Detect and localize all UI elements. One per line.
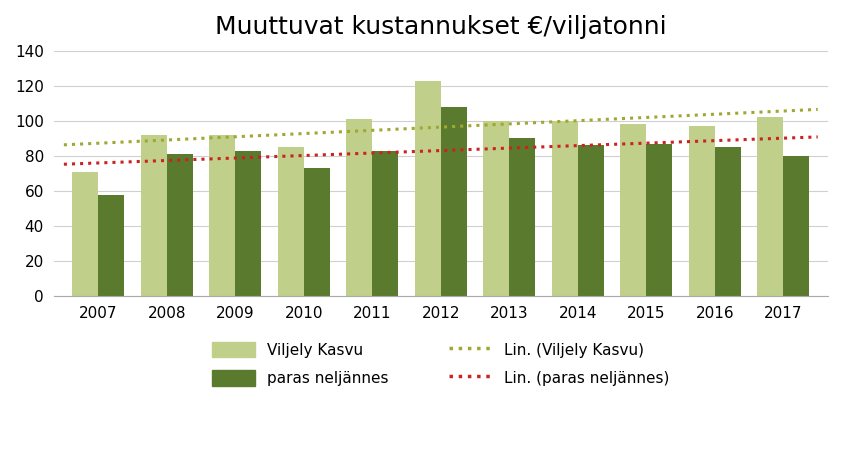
Bar: [235, 151, 261, 296]
Bar: [783, 156, 809, 296]
Bar: [483, 121, 509, 296]
Bar: [552, 121, 577, 296]
Bar: [715, 147, 741, 296]
Bar: [441, 107, 467, 296]
Bar: [303, 168, 330, 296]
Legend: Viljely Kasvu, paras neljännes, Lin. (Viljely Kasvu), Lin. (paras neljännes): Viljely Kasvu, paras neljännes, Lin. (Vi…: [206, 335, 676, 392]
Bar: [509, 138, 535, 296]
Bar: [620, 124, 647, 296]
Bar: [277, 147, 303, 296]
Bar: [346, 119, 373, 296]
Bar: [167, 154, 193, 296]
Bar: [577, 145, 604, 296]
Bar: [98, 194, 124, 296]
Bar: [647, 144, 673, 296]
Bar: [415, 80, 441, 296]
Bar: [757, 117, 783, 296]
Title: Muuttuvat kustannukset €/viljatonni: Muuttuvat kustannukset €/viljatonni: [215, 15, 667, 39]
Bar: [209, 135, 235, 296]
Bar: [689, 126, 715, 296]
Bar: [373, 151, 398, 296]
Bar: [141, 135, 167, 296]
Bar: [72, 172, 98, 296]
